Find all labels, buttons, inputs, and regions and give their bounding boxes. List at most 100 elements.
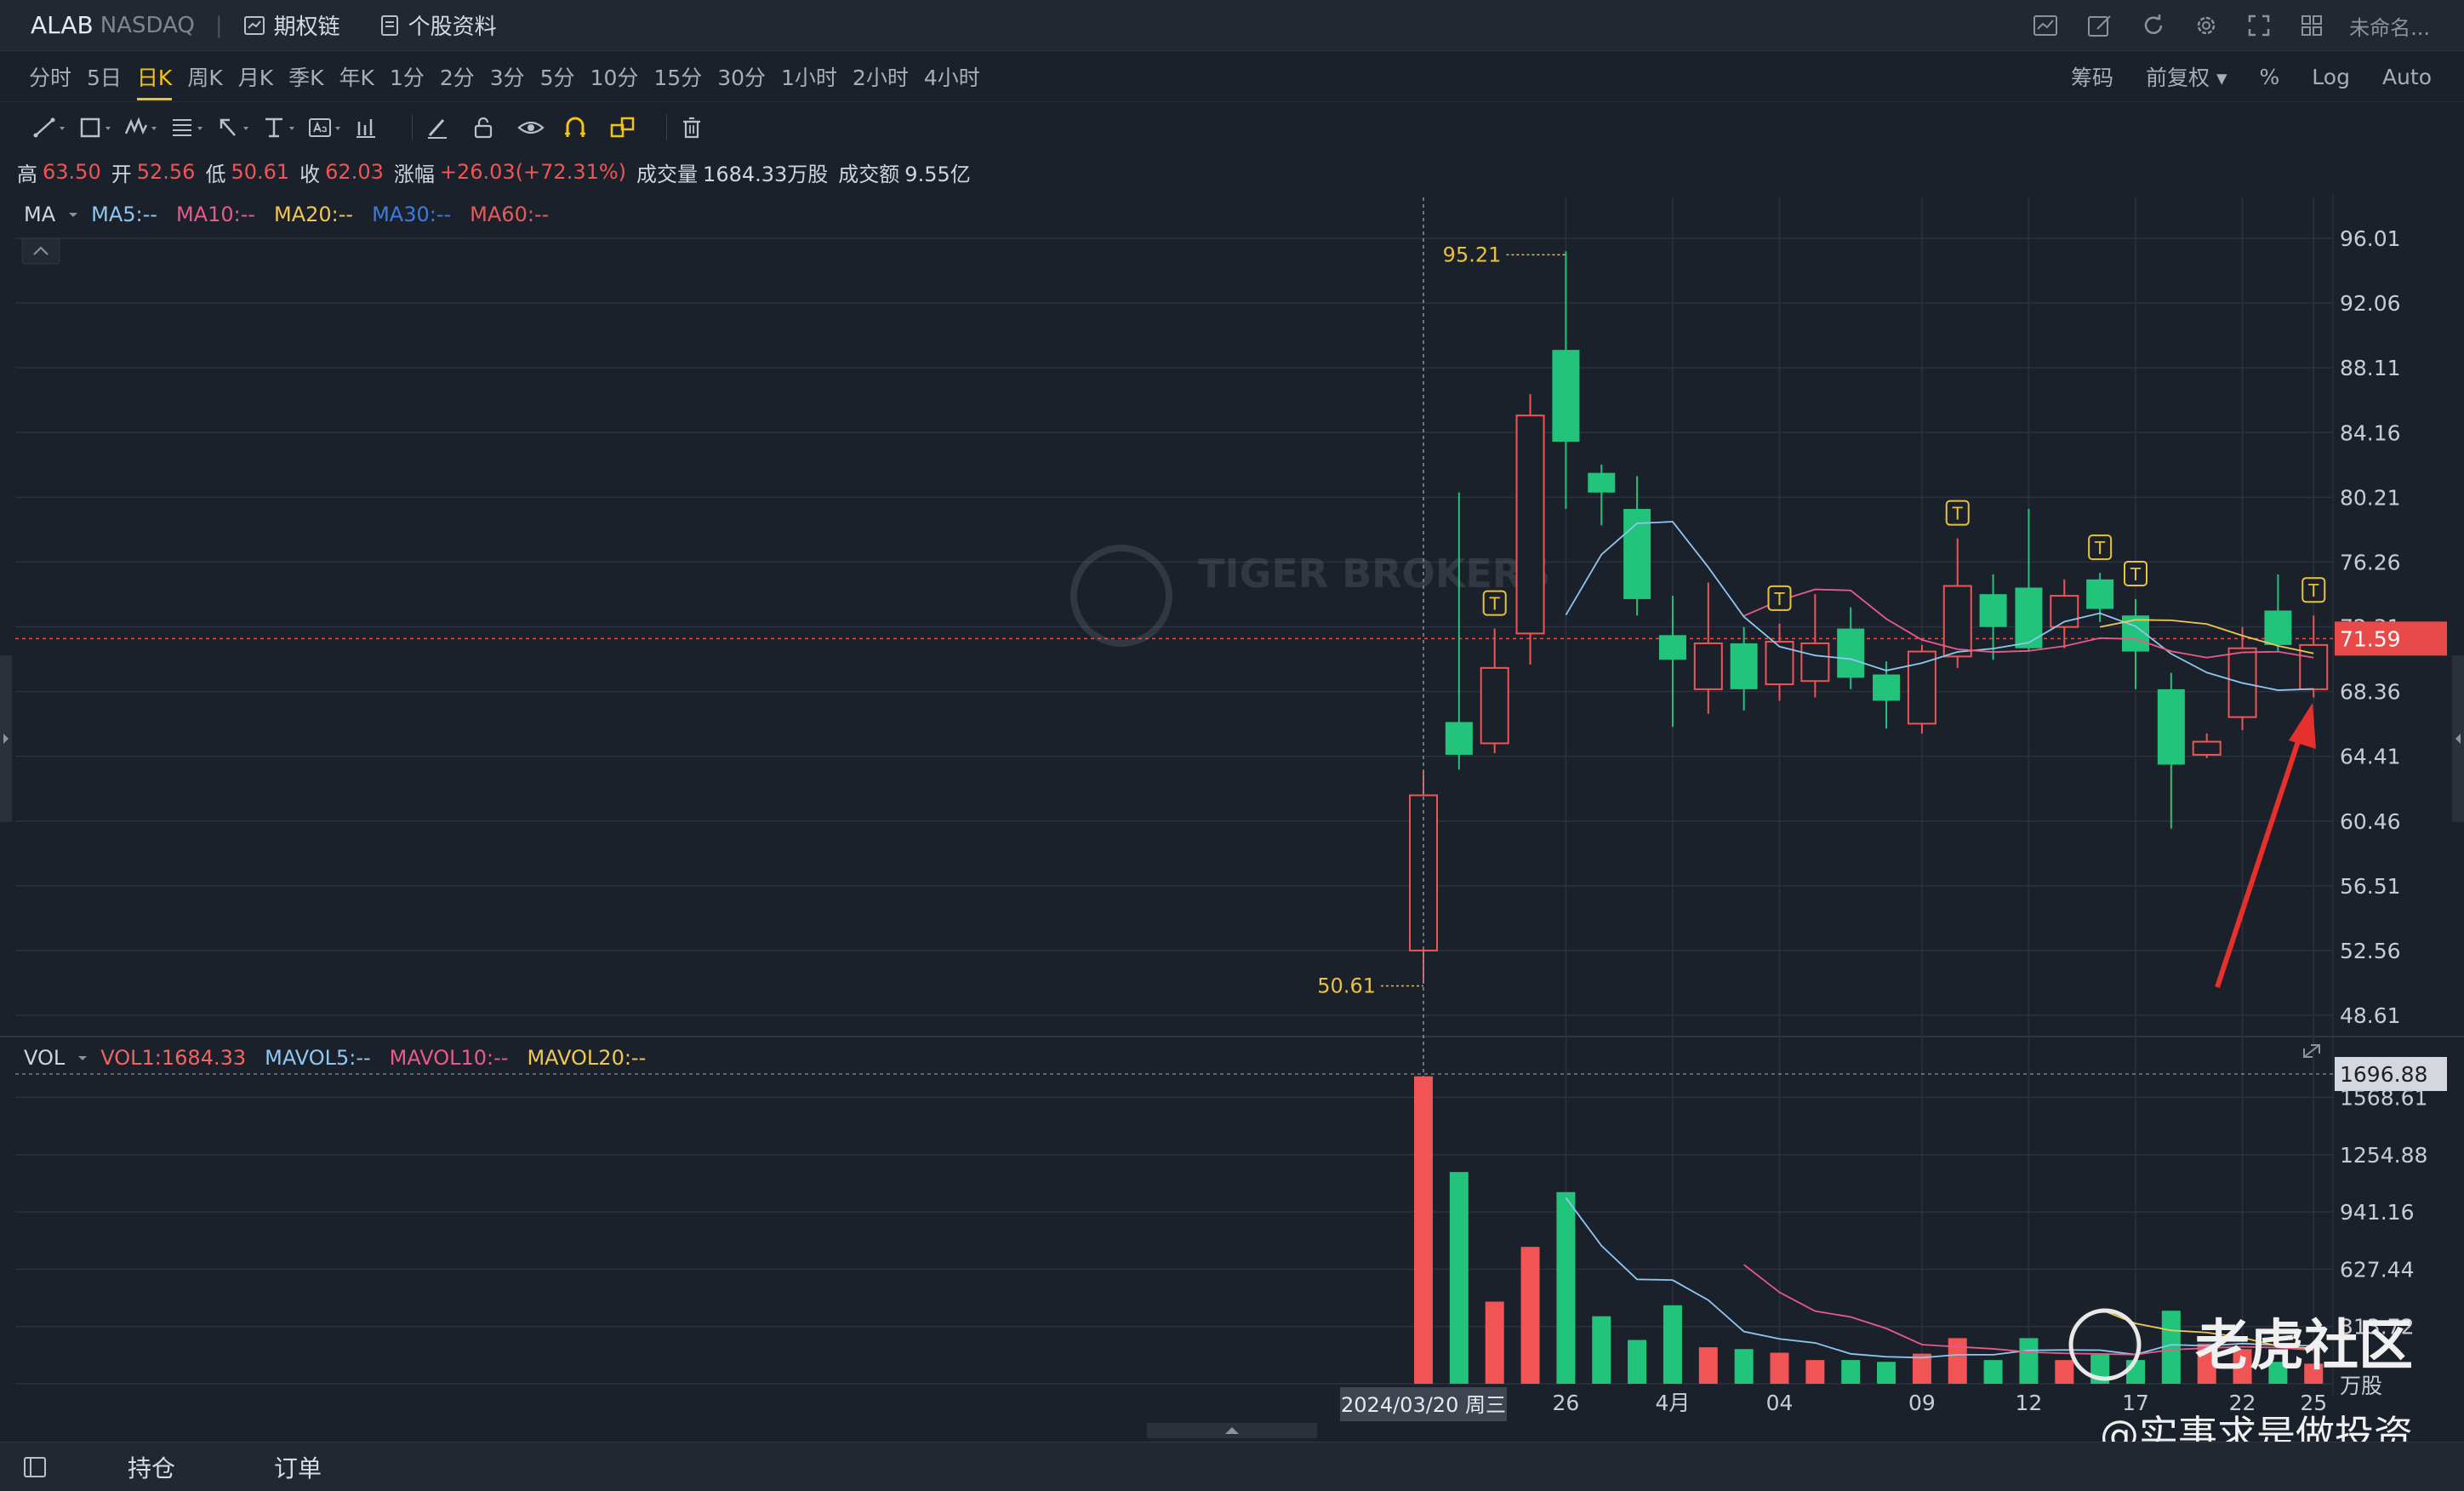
high-value: 63.50 [43, 160, 101, 184]
volume-bar [1983, 1360, 2003, 1384]
arrow-icon [220, 118, 248, 136]
ma-legend: MA MA5:-- MA10:-- MA20:-- MA30:-- MA60:-- [0, 197, 2464, 231]
trend-line-icon [33, 117, 65, 138]
candle-body-up [1942, 585, 1972, 658]
turnover-label: 成交额 [838, 162, 900, 186]
ma-items: MA5:-- MA10:-- MA20:-- MA30:-- MA60:-- [91, 203, 568, 226]
refresh-icon[interactable] [2142, 14, 2165, 37]
drawing-toolbar [0, 103, 2464, 152]
volume-bar [1592, 1316, 1611, 1384]
price-tick-label: 48.61 [2340, 1003, 2401, 1028]
visibility-tool-button[interactable] [516, 111, 562, 145]
stock-profile-button[interactable]: 个股资料 [379, 9, 497, 41]
volume-bar [1805, 1360, 1825, 1384]
indicator-tool-button[interactable] [354, 111, 400, 145]
wave-tool-button[interactable] [124, 111, 170, 145]
chart-option[interactable]: Auto [2381, 64, 2432, 89]
candle-body-down [1658, 635, 1686, 660]
chevron-down-icon[interactable] [77, 1052, 88, 1064]
trade-marker [2124, 560, 2147, 586]
candle-body-down [2157, 688, 2185, 765]
panel-toggle-icon[interactable] [22, 1454, 48, 1480]
trade-marker [2301, 577, 2326, 603]
trade-marker [1945, 500, 1970, 526]
gear-icon[interactable] [2194, 14, 2218, 37]
period-tab[interactable]: 15分 [653, 65, 703, 90]
brush-tool-button[interactable] [425, 111, 471, 145]
chevron-right-icon [3, 734, 9, 744]
trade-marker-label: T [1952, 504, 1964, 524]
change-label: 涨幅 [393, 162, 435, 186]
period-tab[interactable]: 2分 [439, 65, 475, 90]
mavol5-line [1565, 1197, 2314, 1359]
price-chart[interactable]: 96.0192.0688.1184.1680.2176.2672.3168.36… [0, 0, 2464, 1442]
positions-tab[interactable]: 持仓 [128, 1454, 176, 1482]
orders-tab[interactable]: 订单 [274, 1454, 322, 1482]
exchange-label: NASDAQ [100, 12, 195, 38]
ma-legend-item: MA30:-- [372, 203, 452, 226]
chart-options: 筹码 前复权 ▾% Log Auto [2039, 51, 2432, 102]
ma-title[interactable]: MA [24, 203, 56, 226]
period-tab[interactable]: 2小时 [852, 65, 909, 90]
text-tool-button[interactable] [308, 111, 354, 145]
community-watermark: 老虎社区 [2195, 1315, 2413, 1378]
chart-option[interactable]: Log [2312, 64, 2350, 89]
low-label: 低 [205, 162, 226, 186]
chart-compare-icon[interactable] [2033, 14, 2058, 37]
chevron-left-icon [2455, 734, 2461, 744]
period-tab[interactable]: 1分 [389, 65, 425, 90]
period-tab[interactable]: 5日 [87, 65, 122, 90]
expand-pane-icon [2303, 1044, 2320, 1058]
chart-option[interactable]: % [2259, 64, 2280, 89]
bar-chart-icon [356, 119, 375, 138]
arrow-tool-button[interactable] [216, 111, 262, 145]
workspace-name[interactable]: 未命名... [2349, 15, 2430, 40]
line-tool-button[interactable] [32, 111, 78, 145]
layout-grid-icon[interactable] [2300, 14, 2324, 37]
period-tab[interactable]: 10分 [590, 65, 639, 90]
high-label: 高 [17, 162, 37, 186]
close-label: 收 [299, 162, 321, 186]
fullscreen-icon[interactable] [2247, 14, 2271, 37]
measure-tool-button[interactable] [262, 111, 308, 145]
chevron-down-icon[interactable] [67, 209, 79, 220]
period-tab[interactable]: 年K [339, 65, 374, 90]
price-tick-label: 96.01 [2340, 226, 2401, 251]
wave-pattern-icon [124, 117, 157, 135]
title-bar: ALAB NASDAQ | 期权链 个股资料 未命名... [0, 0, 2464, 51]
vol-title[interactable]: VOL [24, 1046, 66, 1070]
period-tab[interactable]: 周K [187, 65, 223, 90]
bottom-bar: 持仓 订单 [0, 1442, 2464, 1491]
candle-body-down [1979, 594, 2007, 627]
volume-current-label: 1696.88 [2340, 1062, 2427, 1087]
annotation-arrow-shaft [2215, 728, 2305, 988]
brush-icon [428, 119, 447, 139]
period-tab[interactable]: 月K [237, 65, 274, 90]
pencil-edit-icon[interactable] [2087, 14, 2113, 37]
candle-body-down [1552, 350, 1580, 443]
trade-marker-label: T [2307, 580, 2319, 601]
period-tab[interactable]: 分时 [29, 65, 72, 90]
period-tab[interactable]: 日K [136, 61, 173, 100]
candle-body-down [1837, 628, 1865, 678]
candle-body-up [1693, 642, 1723, 690]
price-tick-label: 68.36 [2340, 680, 2401, 705]
lock-tool-button[interactable] [471, 111, 516, 145]
link-tool-button[interactable] [608, 111, 654, 145]
period-tab[interactable]: 3分 [489, 65, 525, 90]
period-tab[interactable]: 30分 [717, 65, 767, 90]
tiger-brokers-watermark: TIGER BROKERS [1070, 545, 1550, 647]
delete-tool-button[interactable] [679, 111, 725, 145]
period-tab[interactable]: 4小时 [923, 65, 980, 90]
fibonacci-icon [173, 119, 202, 136]
magnet-tool-button[interactable] [562, 111, 608, 145]
fib-tool-button[interactable] [170, 111, 216, 145]
period-tab[interactable]: 季K [288, 65, 324, 90]
chart-option[interactable]: 前复权 ▾ [2146, 66, 2227, 90]
rect-tool-button[interactable] [78, 111, 124, 145]
options-chain-button[interactable]: 期权链 [243, 9, 340, 41]
period-tab[interactable]: 1小时 [781, 65, 837, 90]
chart-option[interactable]: 筹码 [2071, 66, 2114, 90]
date-tick-label: 4月 [1655, 1391, 1690, 1415]
period-tab[interactable]: 5分 [539, 65, 575, 90]
